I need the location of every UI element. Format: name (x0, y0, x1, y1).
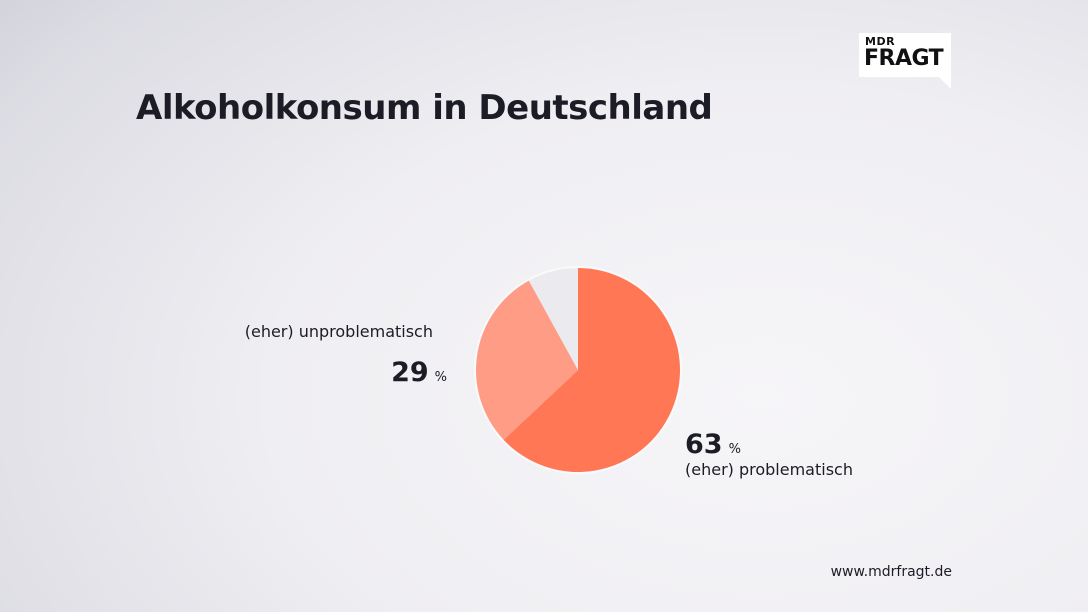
pie-slice-remainder (528, 268, 578, 370)
slice-value-problematisch: 63% (685, 429, 741, 460)
logo-fragt-text: FRAGT (864, 46, 944, 71)
pie-slices (476, 268, 681, 473)
chart-title: Alkoholkonsum in Deutschland (136, 88, 713, 128)
website-url: www.mdrfragt.de (830, 564, 952, 580)
slice-label-problematisch: (eher) problematisch (685, 460, 853, 479)
slice-value-number: 63 (685, 429, 723, 460)
logo-speech-bubble-shape (859, 33, 951, 89)
slice-value-unit: % (434, 370, 447, 385)
logo-mdr-text: MDR (865, 35, 896, 48)
slice-value-unproblematisch: 29% (391, 357, 447, 388)
slice-label-unproblematisch: (eher) unproblematisch (244, 322, 433, 341)
mdr-fragt-logo: MDR FRAGT (859, 33, 951, 89)
pie-slice-problematisch (503, 268, 681, 473)
slice-value-unit: % (728, 442, 741, 457)
slice-value-number: 29 (391, 357, 429, 388)
pie-slice-unproblematisch (476, 280, 578, 440)
